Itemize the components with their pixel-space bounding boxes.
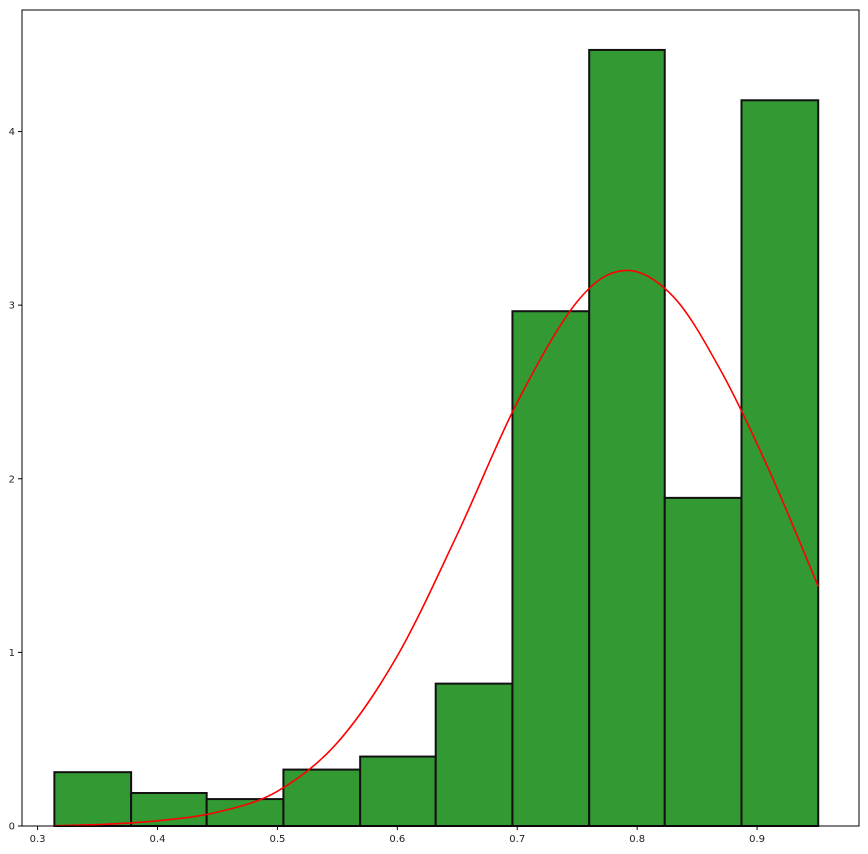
y-tick-label: 0 xyxy=(9,822,15,833)
x-tick-label: 0.6 xyxy=(389,834,405,845)
x-tick-label: 0.9 xyxy=(749,834,765,845)
histogram-bar xyxy=(360,757,436,826)
histogram-bar xyxy=(741,100,818,826)
histogram-bar xyxy=(131,793,207,826)
histogram-bar xyxy=(589,50,665,826)
x-tick-label: 0.4 xyxy=(150,834,166,845)
y-axis-ticks: 0 1 2 3 4 xyxy=(9,127,22,832)
x-tick-label: 0.8 xyxy=(629,834,645,845)
x-tick-label: 0.5 xyxy=(269,834,285,845)
y-tick-label: 4 xyxy=(9,127,15,138)
x-axis-ticks: 0.3 0.4 0.5 0.6 0.7 0.8 0.9 xyxy=(30,826,765,845)
y-tick-label: 2 xyxy=(9,474,15,485)
histogram-bar xyxy=(283,770,360,826)
x-tick-label: 0.7 xyxy=(509,834,525,845)
y-tick-label: 1 xyxy=(9,648,15,659)
histogram-bar xyxy=(54,772,131,826)
histogram-bar xyxy=(665,498,742,826)
x-tick-label: 0.3 xyxy=(30,834,46,845)
y-tick-label: 3 xyxy=(9,301,15,312)
histogram-bar xyxy=(436,684,513,826)
